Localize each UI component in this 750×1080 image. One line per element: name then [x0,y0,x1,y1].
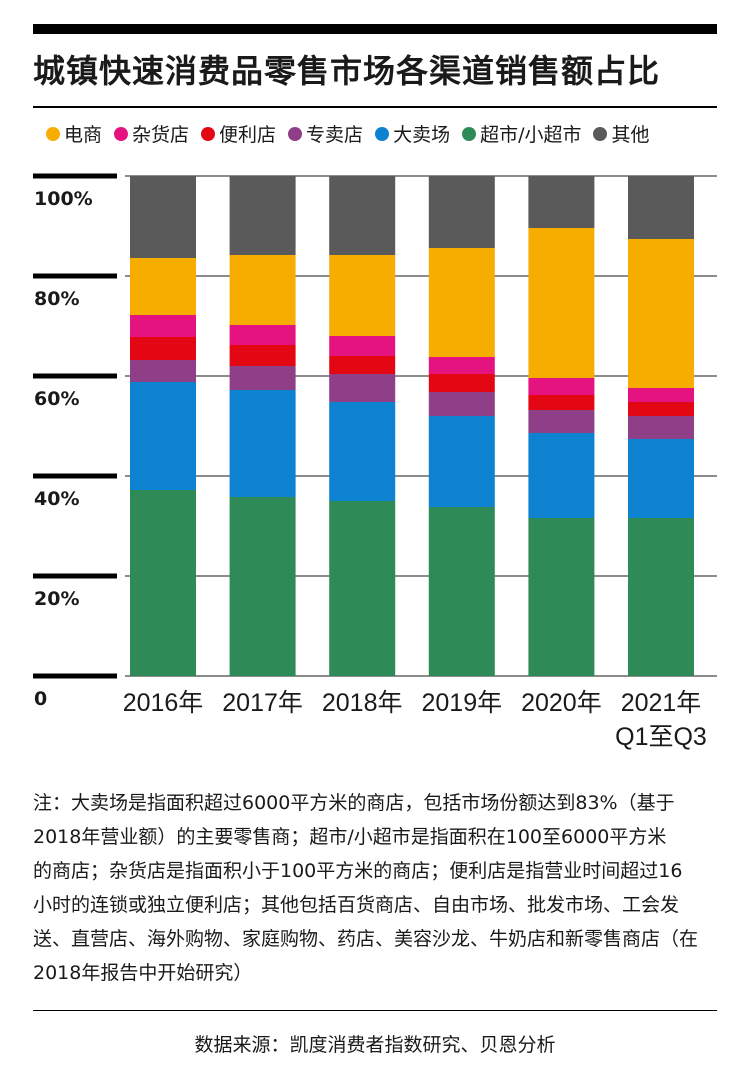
legend-swatch [201,126,216,141]
stacked-bar-chart: 0 20% 40% 60% 80% 100% 2016年 2017年 2018年 2019年 202… [33,173,717,751]
footnote-line: 送、直营店、海外购物、家庭购物、药店、美容沙龙、牛奶店和新零售商店（在 [33,928,699,950]
legend-item: 便利店 [201,120,276,147]
bar-segment [628,416,694,439]
footnote-line: 2018年营业额）的主要零售商；超市/小超市是指面积在100至6000平方米 [33,826,667,848]
footnote-line: 的商店；杂货店是指面积小于100平方米的商店；便利店是指营业时间超过16 [33,860,683,882]
bar-segment [329,336,396,356]
bar-segment [130,315,196,337]
y-tick-label: 0 [34,688,47,710]
bar-segment [628,439,694,518]
legend-label: 其他 [611,124,650,146]
legend-swatch [114,126,129,141]
bar-segment [528,433,595,518]
y-tick-label: 100% [34,188,93,210]
bar-segment [628,176,694,239]
footnote-line: 2018年报告中开始研究） [33,962,253,984]
bar-segment [329,501,396,676]
footnote-line: 注：大卖场是指面积超过6000平方米的商店，包括市场份额达到83%（基于 [33,792,675,814]
bar-segment [229,390,296,497]
bar-segment [628,239,694,388]
bar-segment [628,402,694,416]
legend: 电商 杂货店 便利店 专卖店 大卖场 超市/小超市 其他 [46,120,662,147]
bar-segment [329,356,396,374]
legend-item: 超市/小超市 [462,120,581,147]
chart-title: 城镇快速消费品零售市场各渠道销售额占比 [33,52,661,90]
bar-segment [229,366,296,390]
bar-segment [428,507,495,676]
bar-segment [229,325,296,345]
bar-segment [528,176,595,228]
legend-label: 电商 [64,124,103,146]
legend-swatch [593,126,608,141]
bar-segment [130,382,196,490]
legend-item: 专卖店 [288,120,363,147]
bar-segment [329,176,396,255]
bar-segment [428,416,495,507]
bar-segment [229,345,296,366]
bar-segment [229,255,296,325]
legend-item: 杂货店 [114,120,189,147]
top-rule [33,24,717,34]
bar-segment [229,497,296,676]
legend-item: 大卖场 [375,120,450,147]
x-tick-label: 2020年 [521,689,602,717]
legend-label: 大卖场 [393,124,451,146]
legend-swatch [46,126,60,141]
legend-swatch [375,126,390,141]
legend-label: 便利店 [219,124,277,146]
legend-item: 电商 [46,120,102,147]
bar-segment [428,176,495,248]
footnote-line: 小时的连锁或独立便利店；其他包括百货商店、自由市场、批发市场、工会发 [33,894,680,916]
data-source: 数据来源：凯度消费者指数研究、贝恩分析 [194,1034,556,1056]
legend-item: 其他 [593,120,650,147]
footnote: 注：大卖场是指面积超过6000平方米的商店，包括市场份额达到83%（基于 2018… [33,786,723,990]
bar-segment [329,255,396,336]
legend-swatch [288,126,303,141]
bar-segment [130,176,196,258]
bar-segment [528,378,595,395]
bar-segment [329,374,396,402]
x-tick-label: 2019年 [421,689,502,717]
bar-segment [130,490,196,676]
y-tick-label: 40% [34,488,79,510]
title-rule [33,106,717,108]
legend-label: 杂货店 [132,124,190,146]
bar-segment [528,410,595,433]
bar-segment [130,258,196,315]
x-tick-label: 2018年 [322,689,403,717]
legend-swatch [462,126,477,141]
y-tick-label: 20% [34,588,79,610]
bar-segment [329,402,396,501]
x-tick-label: 2017年 [222,689,303,717]
bottom-rule [33,1010,717,1011]
x-tick-label: 2021年 Q1至Q3 [615,689,707,751]
bar-segment [130,337,196,360]
y-tick-label: 60% [34,388,79,410]
bar-segment [428,357,495,374]
bar-segment [130,360,196,382]
bar-segment [628,388,694,402]
bar-segment [528,228,595,378]
bar-segment [229,176,296,255]
bar-segment [528,395,595,410]
bar-segment [628,518,694,676]
bar-segment [528,518,595,676]
x-tick-label: 2016年 [123,689,204,717]
bar-segment [428,392,495,416]
legend-label: 超市/小超市 [480,124,582,146]
y-tick-label: 80% [34,288,79,310]
bar-segment [428,374,495,392]
legend-label: 专卖店 [306,124,364,146]
bar-segment [428,248,495,357]
